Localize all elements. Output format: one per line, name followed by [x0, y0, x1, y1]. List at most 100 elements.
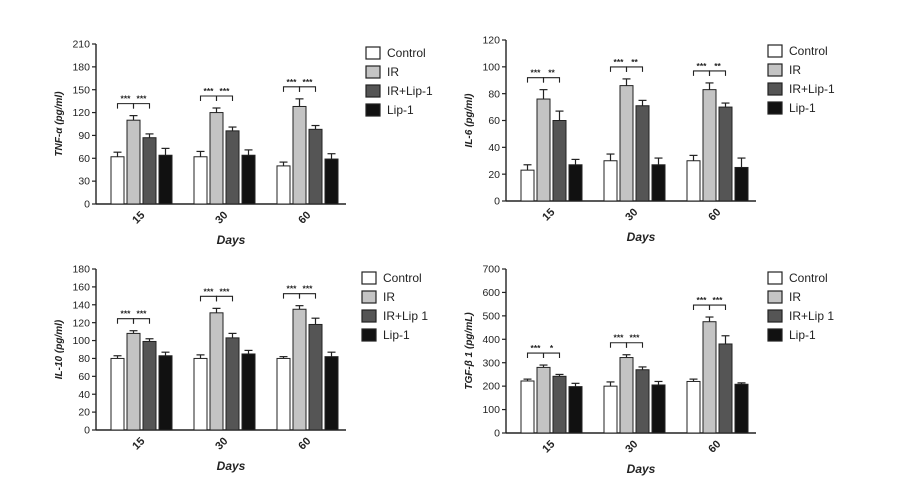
bar-lip-1 [325, 357, 338, 430]
bar-control [111, 157, 124, 204]
bar-ir [620, 358, 633, 433]
y-tick-label: 180 [72, 264, 90, 276]
significance-bracket [627, 343, 643, 348]
y-axis-label: TGF-β 1 (pg/mL) [464, 312, 475, 390]
bar-lip-1 [242, 354, 255, 430]
significance-bracket [611, 343, 627, 348]
y-tick-label: 90 [78, 130, 90, 142]
significance-label: *** [713, 295, 724, 305]
y-tick-label: 120 [72, 107, 90, 119]
significance-label: *** [287, 77, 298, 87]
y-tick-label: 100 [482, 61, 500, 73]
significance-label: *** [614, 57, 625, 67]
x-tick-label: 30 [623, 438, 640, 455]
chart-panel-tnf: 0 30 60 90 120 150 180 210 15 *** *** 30 *** *** 60 ***… [54, 39, 433, 247]
y-tick-label: 140 [72, 299, 90, 311]
x-axis-label: Days [627, 230, 656, 244]
significance-bracket [201, 296, 217, 301]
bar-control [604, 386, 617, 433]
significance-bracket [300, 294, 316, 299]
legend-swatch [362, 310, 376, 322]
y-tick-label: 0 [84, 199, 90, 211]
x-tick-label: 15 [540, 206, 557, 223]
legend-swatch [768, 272, 782, 284]
y-tick-label: 180 [72, 61, 90, 73]
x-axis-label: Days [217, 459, 246, 473]
legend-swatch [768, 310, 782, 322]
legend-label: Lip-1 [383, 328, 410, 342]
y-tick-label: 60 [78, 153, 90, 165]
y-axis-label: IL-10 (pg/ml) [54, 319, 65, 379]
bar-ir [210, 313, 223, 430]
significance-label: *** [204, 86, 215, 96]
significance-bracket [694, 71, 710, 76]
y-tick-label: 120 [482, 35, 500, 47]
legend-swatch [366, 104, 380, 116]
x-axis-label: Days [627, 462, 656, 476]
significance-label: *** [204, 286, 215, 296]
legend-label: IR+Lip 1 [789, 309, 834, 323]
y-tick-label: 100 [72, 335, 90, 347]
y-tick-label: 40 [78, 389, 90, 401]
bar-ir-lip-1 [553, 376, 566, 433]
x-tick-label: 60 [296, 435, 313, 452]
y-axis-label: IL-6 (pg/ml) [464, 93, 475, 148]
significance-bracket [217, 96, 233, 101]
y-tick-label: 20 [488, 169, 500, 181]
significance-bracket [284, 294, 300, 299]
significance-bracket [544, 353, 560, 358]
significance-label: *** [531, 68, 542, 78]
x-tick-label: 15 [130, 209, 147, 226]
legend-swatch [768, 329, 782, 341]
y-tick-label: 120 [72, 317, 90, 329]
significance-label: *** [137, 309, 148, 319]
significance-bracket [694, 305, 710, 310]
bar-control [604, 161, 617, 201]
legend-label: IR+Lip-1 [789, 82, 835, 96]
bar-ir [537, 367, 550, 433]
bar-control [194, 358, 207, 430]
bar-control [111, 358, 124, 430]
significance-label: *** [630, 333, 641, 343]
bar-control [277, 358, 290, 430]
bar-ir [703, 322, 716, 433]
bar-ir [620, 86, 633, 201]
significance-label: *** [137, 94, 148, 104]
significance-bracket [544, 78, 560, 83]
bar-ir [210, 113, 223, 204]
y-tick-label: 60 [488, 115, 500, 127]
significance-bracket [118, 319, 134, 324]
significance-bracket [300, 87, 316, 92]
y-tick-label: 0 [84, 425, 90, 437]
bar-ir [703, 90, 716, 201]
bar-ir-lip-1 [143, 341, 156, 430]
bar-ir-lip-1 [636, 370, 649, 433]
legend-label: IR [383, 290, 395, 304]
significance-bracket [217, 296, 233, 301]
x-tick-label: 15 [540, 438, 557, 455]
legend-swatch [768, 83, 782, 95]
bar-control [687, 161, 700, 201]
legend-label: Control [387, 46, 426, 60]
legend-swatch [366, 47, 380, 59]
x-tick-label: 60 [296, 209, 313, 226]
y-tick-label: 300 [482, 357, 500, 369]
chart-panel-il10: 0 20 40 60 80 100 120 140 160 180 15 *** *** 30 *** ***… [54, 264, 428, 473]
y-tick-label: 80 [78, 353, 90, 365]
y-tick-label: 600 [482, 287, 500, 299]
y-tick-label: 160 [72, 281, 90, 293]
y-tick-label: 20 [78, 407, 90, 419]
x-tick-label: 60 [706, 206, 723, 223]
bar-ir-lip-1 [719, 344, 732, 433]
bar-ir [537, 99, 550, 201]
bar-ir-lip-1 [719, 107, 732, 201]
y-tick-label: 0 [494, 428, 500, 440]
significance-label: *** [531, 343, 542, 353]
figure-canvas: 0 30 60 90 120 150 180 210 15 *** *** 30 *** *** 60 ***… [0, 0, 898, 495]
y-tick-label: 60 [78, 371, 90, 383]
x-tick-label: 60 [706, 438, 723, 455]
bar-ir-lip-1 [636, 106, 649, 201]
bar-lip-1 [735, 384, 748, 433]
y-tick-label: 40 [488, 142, 500, 154]
